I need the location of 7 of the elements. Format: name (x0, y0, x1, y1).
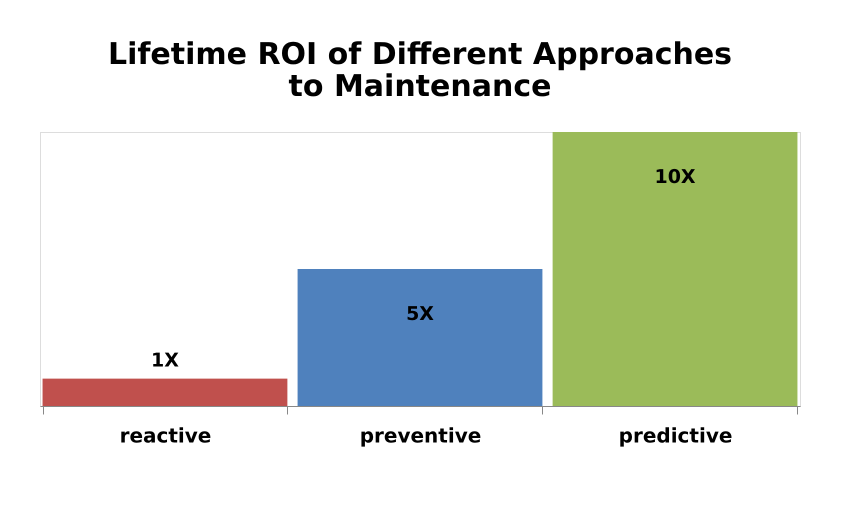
x-tick-label: preventive (360, 424, 482, 448)
x-tick-label: reactive (120, 424, 212, 448)
data-label: 5X (406, 303, 434, 325)
data-label: 1X (151, 350, 180, 372)
chart-title: Lifetime ROI of Different Approaches to Maintenance (108, 37, 732, 104)
data-label: 10X (654, 166, 696, 188)
x-tick-label: predictive (618, 424, 732, 448)
